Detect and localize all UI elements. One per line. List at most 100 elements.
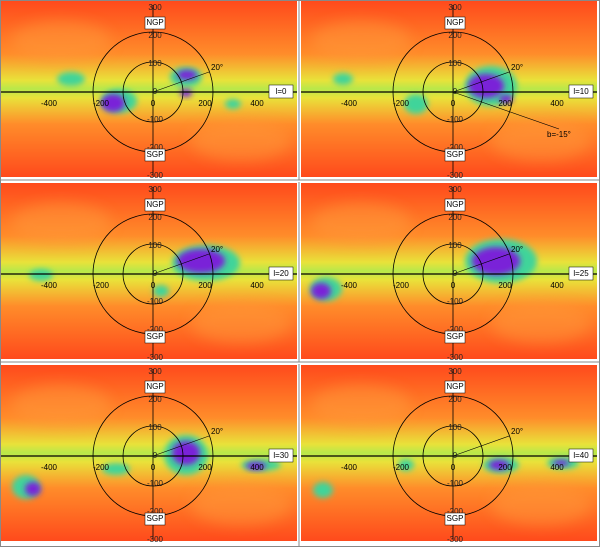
y-tick-label: 100 [448, 241, 462, 250]
y-tick-label: -100 [447, 297, 464, 306]
field [1, 365, 297, 541]
haze [491, 485, 591, 525]
y-tick-label: 200 [448, 213, 462, 222]
x-tick-label: -400 [41, 99, 58, 108]
ngp-box [144, 198, 166, 212]
y-tick-label: -100 [447, 115, 464, 124]
haze [191, 485, 291, 525]
panel-label: l=40 [573, 451, 589, 460]
ngp-box [444, 198, 466, 212]
y-tick-label: 300 [148, 367, 162, 376]
ngp-box [144, 380, 166, 394]
blob [102, 463, 130, 475]
blob [472, 247, 520, 275]
blob [489, 460, 509, 470]
note-line [452, 91, 560, 130]
sgp-label: SGP [447, 514, 464, 523]
y-tick-label: 100 [148, 423, 162, 432]
x-tick-label: -200 [393, 99, 410, 108]
ngp-label: NGP [146, 200, 163, 209]
blob [398, 459, 414, 471]
x-tick-label: -400 [341, 281, 358, 290]
x-tick-label: 200 [198, 281, 212, 290]
haze [11, 203, 111, 243]
y-tick-label: 300 [448, 367, 462, 376]
note-label: b=-15° [547, 130, 571, 139]
y-tick-label: -100 [147, 297, 164, 306]
y-tick-label: 200 [148, 213, 162, 222]
angle-label: 20° [211, 63, 223, 72]
haze [491, 303, 591, 343]
y-tick-label: 100 [148, 241, 162, 250]
panel-label-box [268, 84, 294, 99]
y-tick-label: -300 [447, 171, 464, 180]
y-tick-label: 0 [453, 87, 458, 96]
panel: -400 -200 0 200 400 300 200 100 0 -100 -200 -300 NGP… [1, 1, 297, 180]
angle-line [152, 435, 210, 457]
panel-label: l=10 [573, 87, 589, 96]
panel-label-box [568, 448, 594, 463]
y-tick-label: 300 [448, 3, 462, 12]
blob [468, 74, 504, 98]
x-tick-label: -200 [93, 281, 110, 290]
y-tick-label: -200 [147, 325, 164, 334]
ngp-label: NGP [446, 382, 463, 391]
x-tick-label: -400 [341, 463, 358, 472]
y-tick-label: -200 [447, 143, 464, 152]
inner-circle [122, 425, 184, 487]
blob [25, 482, 41, 496]
angle-line [452, 435, 510, 457]
x-tick-label: -400 [41, 463, 58, 472]
inner-circle [422, 61, 484, 123]
x-tick-label: 200 [498, 99, 512, 108]
x-tick-label: 0 [151, 281, 156, 290]
y-tick-label: 300 [448, 185, 462, 194]
blob [225, 99, 241, 109]
y-tick-label: 200 [448, 31, 462, 40]
x-tick-label: 200 [498, 463, 512, 472]
angle-line [152, 253, 210, 275]
panel: -400 -200 0 200 400 300 200 100 0 -100 -200 -300 NGP… [1, 365, 297, 544]
y-tick-label: 100 [448, 59, 462, 68]
sgp-box [444, 512, 466, 526]
inner-circle [122, 243, 184, 305]
blob [180, 89, 192, 97]
angle-label: 20° [211, 245, 223, 254]
x-tick-label: 0 [151, 99, 156, 108]
y-tick-label: -300 [447, 535, 464, 544]
y-tick-label: -200 [447, 325, 464, 334]
sgp-label: SGP [447, 332, 464, 341]
ngp-box [144, 16, 166, 30]
y-tick-label: -300 [147, 353, 164, 362]
x-tick-label: 0 [451, 99, 456, 108]
inner-circle [122, 61, 184, 123]
panel: -400 -200 0 200 400 300 200 100 0 -100 -200 -300 NGP… [301, 183, 597, 362]
blob [499, 95, 513, 103]
y-tick-label: 0 [153, 451, 158, 460]
field [1, 183, 297, 359]
x-tick-label: 400 [550, 99, 564, 108]
blob [177, 249, 225, 273]
y-tick-label: 0 [453, 269, 458, 278]
x-tick-label: 200 [498, 281, 512, 290]
field [301, 183, 597, 359]
blob [313, 482, 333, 498]
ngp-label: NGP [146, 18, 163, 27]
y-tick-label: 0 [453, 451, 458, 460]
angle-label: 20° [511, 427, 523, 436]
inner-circle [422, 243, 484, 305]
angle-label: 20° [511, 63, 523, 72]
haze [191, 121, 291, 161]
x-tick-label: -200 [393, 281, 410, 290]
y-tick-label: -200 [447, 507, 464, 516]
x-tick-label: -200 [393, 463, 410, 472]
panel: -400 -200 0 200 400 300 200 100 0 -100 -200 -300 NGP… [301, 365, 597, 544]
blob [246, 462, 266, 470]
y-tick-label: -100 [147, 115, 164, 124]
x-tick-label: 0 [151, 463, 156, 472]
angle-label: 20° [211, 427, 223, 436]
x-tick-label: 400 [250, 463, 264, 472]
haze [191, 303, 291, 343]
panel-label-box [268, 266, 294, 281]
y-tick-label: -200 [147, 143, 164, 152]
